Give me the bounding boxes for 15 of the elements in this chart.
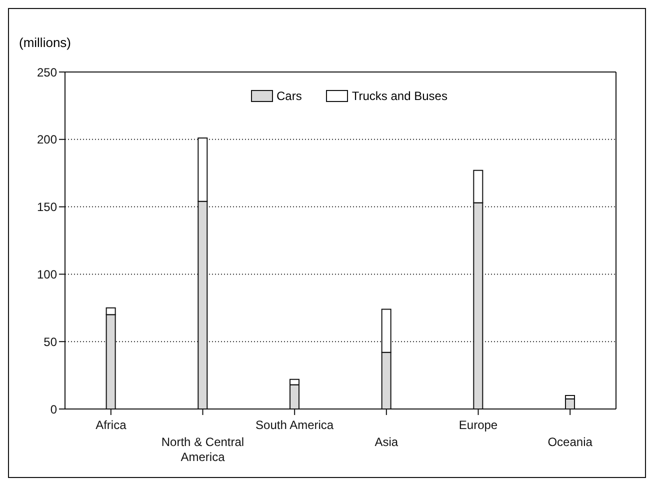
x-tick-label: Europe: [458, 418, 498, 432]
x-tick-label: Oceania: [548, 435, 593, 449]
y-tick-label: 50: [44, 334, 58, 349]
legend-label: Trucks and Buses: [350, 89, 448, 103]
y-tick-label: 200: [36, 132, 58, 147]
x-tick-label: North & Central America: [161, 435, 244, 464]
x-tick-label: Asia: [374, 435, 398, 449]
y-tick-label: 0: [50, 402, 58, 416]
x-tick-label: South America: [256, 418, 334, 432]
y-tick-label: 250: [36, 65, 58, 80]
legend-label: Cars: [276, 89, 302, 103]
x-tick-label: Africa: [96, 418, 127, 432]
y-tick-label: 100: [36, 267, 58, 282]
y-axis-title: (millions): [19, 35, 71, 50]
y-tick-label: 150: [36, 200, 58, 214]
